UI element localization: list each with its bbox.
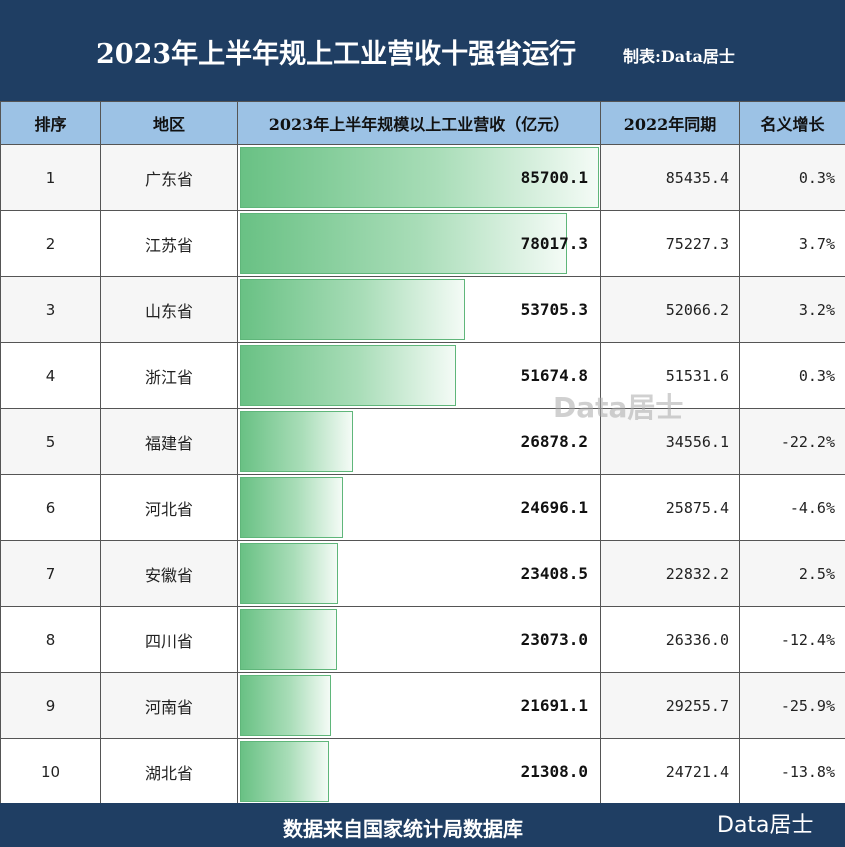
title-banner: 2023年上半年规上工业营收十强省运行 制表:Data居士 [0, 0, 845, 101]
table-row: 5 福建省 26878.2 34556.1 -22.2% [0, 408, 845, 475]
revenue-bar [240, 345, 456, 406]
prev-year-cell: 29255.7 [600, 672, 740, 739]
table-row: 8 四川省 23073.0 26336.0 -12.4% [0, 606, 845, 673]
region-cell: 浙江省 [100, 342, 238, 409]
growth-cell: 3.2% [739, 276, 845, 343]
table-row: 1 广东省 85700.1 85435.4 0.3% [0, 144, 845, 211]
revenue-value-label: 26878.2 [520, 432, 588, 451]
growth-cell: 0.3% [739, 342, 845, 409]
rank-cell: 8 [0, 606, 101, 673]
revenue-cell: 21308.0 [237, 738, 601, 805]
growth-cell: 2.5% [739, 540, 845, 607]
revenue-value-label: 21691.1 [520, 696, 588, 715]
table-row: 9 河南省 21691.1 29255.7 -25.9% [0, 672, 845, 739]
region-cell: 广东省 [100, 144, 238, 211]
revenue-value-label: 24696.1 [520, 498, 588, 517]
revenue-bar [240, 147, 599, 208]
region-cell: 河北省 [100, 474, 238, 541]
revenue-cell: 23073.0 [237, 606, 601, 673]
revenue-bar [240, 477, 343, 538]
brand-label: Data居士 [717, 813, 814, 838]
revenue-value-label: 78017.3 [520, 234, 588, 253]
prev-year-cell: 51531.6 [600, 342, 740, 409]
rank-cell: 1 [0, 144, 101, 211]
revenue-bar [240, 675, 331, 736]
region-cell: 河南省 [100, 672, 238, 739]
revenue-cell: 78017.3 [237, 210, 601, 277]
table-row: 10 湖北省 21308.0 24721.4 -13.8% [0, 738, 845, 805]
prev-year-cell: 34556.1 [600, 408, 740, 475]
region-cell: 安徽省 [100, 540, 238, 607]
prev-year-cell: 26336.0 [600, 606, 740, 673]
revenue-cell: 51674.8 [237, 342, 601, 409]
ranking-table: 排序 地区 2023年上半年规模以上工业营收（亿元） 2022年同期 名义增长 … [0, 101, 845, 805]
growth-cell: -13.8% [739, 738, 845, 805]
rank-cell: 3 [0, 276, 101, 343]
source-note: 数据来自国家统计局数据库 [283, 817, 523, 841]
table-body: 1 广东省 85700.1 85435.4 0.3% 2 江苏省 78017.3 75227.3… [0, 144, 845, 805]
region-cell: 山东省 [100, 276, 238, 343]
growth-cell: 3.7% [739, 210, 845, 277]
rank-cell: 2 [0, 210, 101, 277]
prev-year-cell: 24721.4 [600, 738, 740, 805]
revenue-value-label: 51674.8 [520, 366, 588, 385]
growth-cell: -12.4% [739, 606, 845, 673]
growth-cell: -4.6% [739, 474, 845, 541]
revenue-value-label: 53705.3 [520, 300, 588, 319]
region-cell: 四川省 [100, 606, 238, 673]
revenue-bar [240, 741, 329, 802]
growth-cell: -25.9% [739, 672, 845, 739]
revenue-cell: 21691.1 [237, 672, 601, 739]
column-header-row: 排序 地区 2023年上半年规模以上工业营收（亿元） 2022年同期 名义增长 [0, 101, 845, 145]
growth-cell: 0.3% [739, 144, 845, 211]
footer-banner: 数据来自国家统计局数据库 Data居士 [0, 803, 845, 847]
region-cell: 湖北省 [100, 738, 238, 805]
revenue-value-label: 23073.0 [520, 630, 588, 649]
rank-cell: 7 [0, 540, 101, 607]
revenue-cell: 23408.5 [237, 540, 601, 607]
rank-cell: 10 [0, 738, 101, 805]
rank-cell: 9 [0, 672, 101, 739]
revenue-bar [240, 609, 337, 670]
maker-credit: 制表:Data居士 [623, 47, 735, 66]
revenue-bar [240, 411, 353, 472]
revenue-bar [240, 543, 338, 604]
prev-year-cell: 22832.2 [600, 540, 740, 607]
prev-year-cell: 25875.4 [600, 474, 740, 541]
revenue-value-label: 85700.1 [520, 168, 588, 187]
column-header-prev-year: 2022年同期 [600, 101, 740, 145]
table-row: 6 河北省 24696.1 25875.4 -4.6% [0, 474, 845, 541]
column-header-growth: 名义增长 [739, 101, 845, 145]
rank-cell: 5 [0, 408, 101, 475]
prev-year-cell: 52066.2 [600, 276, 740, 343]
table-row: 7 安徽省 23408.5 22832.2 2.5% [0, 540, 845, 607]
rank-cell: 4 [0, 342, 101, 409]
growth-cell: -22.2% [739, 408, 845, 475]
prev-year-cell: 85435.4 [600, 144, 740, 211]
rank-cell: 6 [0, 474, 101, 541]
table-row: 2 江苏省 78017.3 75227.3 3.7% [0, 210, 845, 277]
revenue-cell: 85700.1 [237, 144, 601, 211]
table-row: 3 山东省 53705.3 52066.2 3.2% [0, 276, 845, 343]
column-header-revenue: 2023年上半年规模以上工业营收（亿元） [237, 101, 601, 145]
prev-year-cell: 75227.3 [600, 210, 740, 277]
chart-title: 2023年上半年规上工业营收十强省运行 [96, 39, 577, 70]
revenue-cell: 24696.1 [237, 474, 601, 541]
region-cell: 江苏省 [100, 210, 238, 277]
revenue-bar [240, 213, 567, 274]
revenue-cell: 53705.3 [237, 276, 601, 343]
revenue-value-label: 21308.0 [520, 762, 588, 781]
column-header-rank: 排序 [0, 101, 101, 145]
revenue-cell: 26878.2 [237, 408, 601, 475]
region-cell: 福建省 [100, 408, 238, 475]
revenue-value-label: 23408.5 [520, 564, 588, 583]
column-header-region: 地区 [100, 101, 238, 145]
table-row: 4 浙江省 51674.8 51531.6 0.3% [0, 342, 845, 409]
revenue-bar [240, 279, 465, 340]
